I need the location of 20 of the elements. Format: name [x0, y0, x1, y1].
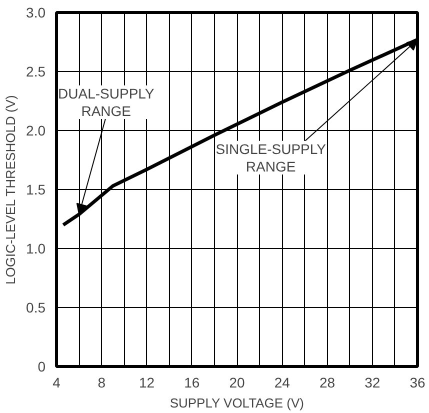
x-tick-label: 24: [274, 374, 290, 390]
x-tick-label: 20: [229, 374, 245, 390]
x-tick-label: 36: [410, 374, 426, 390]
y-axis-title: LOGIC-LEVEL THRESHOLD (V): [3, 95, 18, 284]
y-tick-label: 1.0: [26, 240, 46, 256]
x-axis-title: SUPPLY VOLTAGE (V): [170, 396, 304, 410]
x-tick-label: 4: [52, 374, 61, 390]
y-tick-label: 1.5: [26, 182, 46, 198]
x-tick-label: 16: [184, 374, 200, 390]
annotation: SINGLE-SUPPLY RANGE: [216, 140, 327, 174]
y-tick-label: 0: [38, 358, 46, 374]
y-tick-label: 2.5: [26, 64, 46, 80]
annotation: DUAL-SUPPLY RANGE: [58, 85, 155, 119]
x-tick-label: 32: [364, 374, 380, 390]
x-tick-label: 12: [138, 374, 155, 390]
y-tick-label: 0.5: [26, 300, 46, 316]
x-tick-label: 8: [98, 374, 106, 390]
x-tick-label: 28: [319, 374, 336, 390]
y-tick-label: 3.0: [26, 4, 46, 20]
y-tick-label: 2.0: [26, 122, 46, 138]
